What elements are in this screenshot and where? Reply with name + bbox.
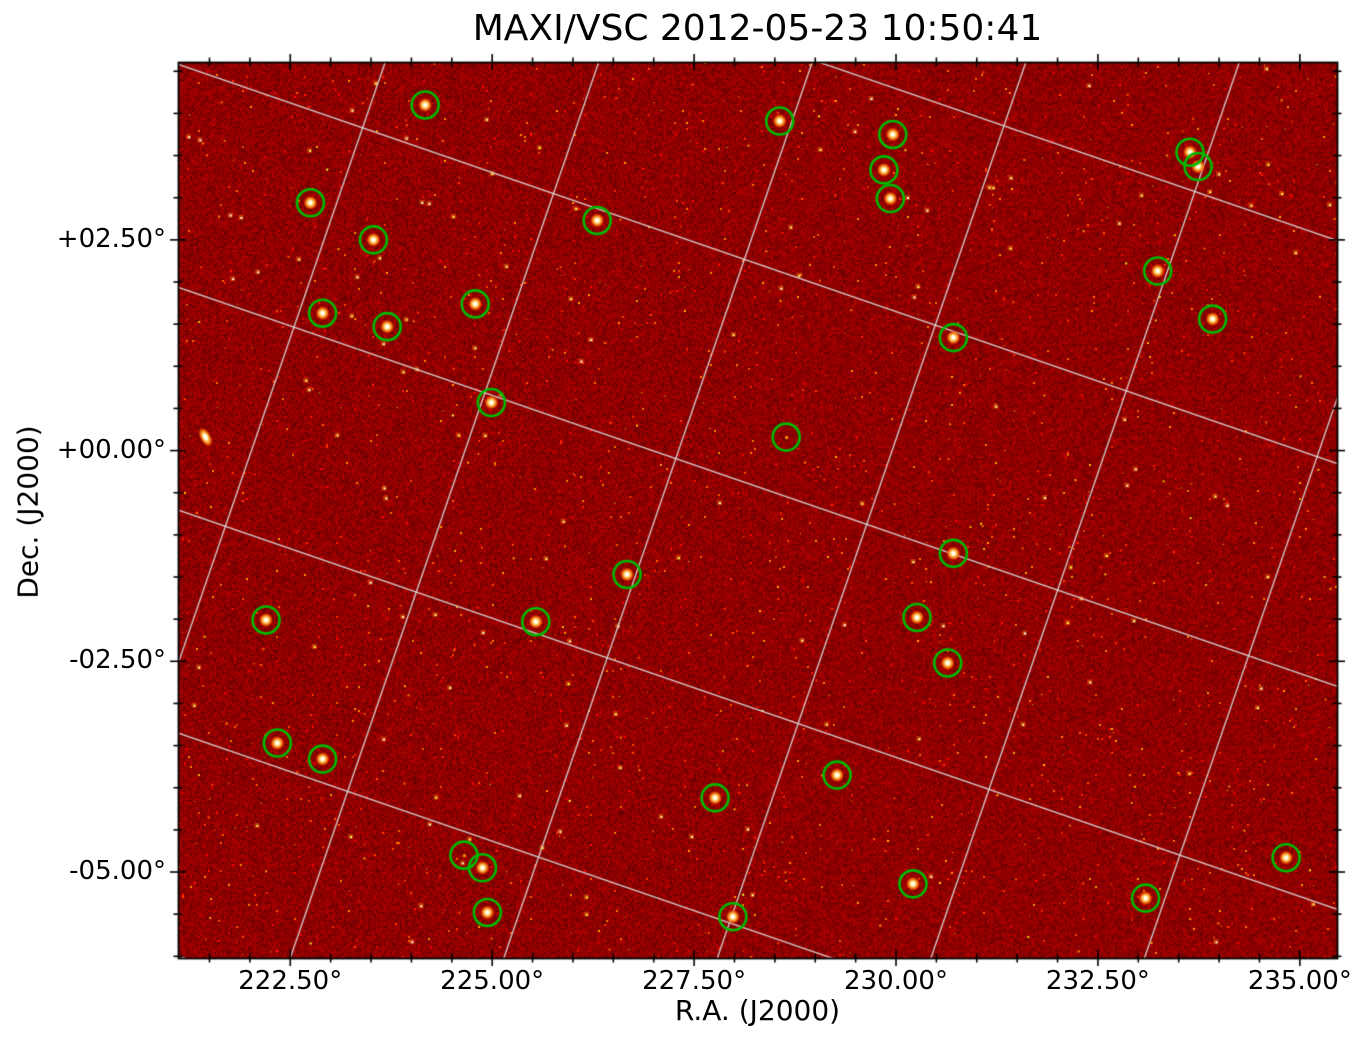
x-tick-label: 230.00° [844,966,948,996]
y-tick-label: +00.00° [56,434,166,465]
y-tick-label: -02.50° [69,645,166,676]
y-tick-label: -05.00° [69,856,166,887]
x-axis-label: R.A. (J2000) [674,994,841,1027]
x-tick-label: 235.00° [1247,966,1352,996]
x-tick-label: 225.00° [440,966,545,996]
x-tick-label: 227.50° [642,966,747,996]
x-tick-label: 232.50° [1045,966,1150,996]
y-tick-label: +02.50° [56,223,166,254]
plot-title: MAXI/VSC 2012-05-23 10:50:41 [472,8,1043,49]
x-tick-label: 222.50° [238,966,343,996]
